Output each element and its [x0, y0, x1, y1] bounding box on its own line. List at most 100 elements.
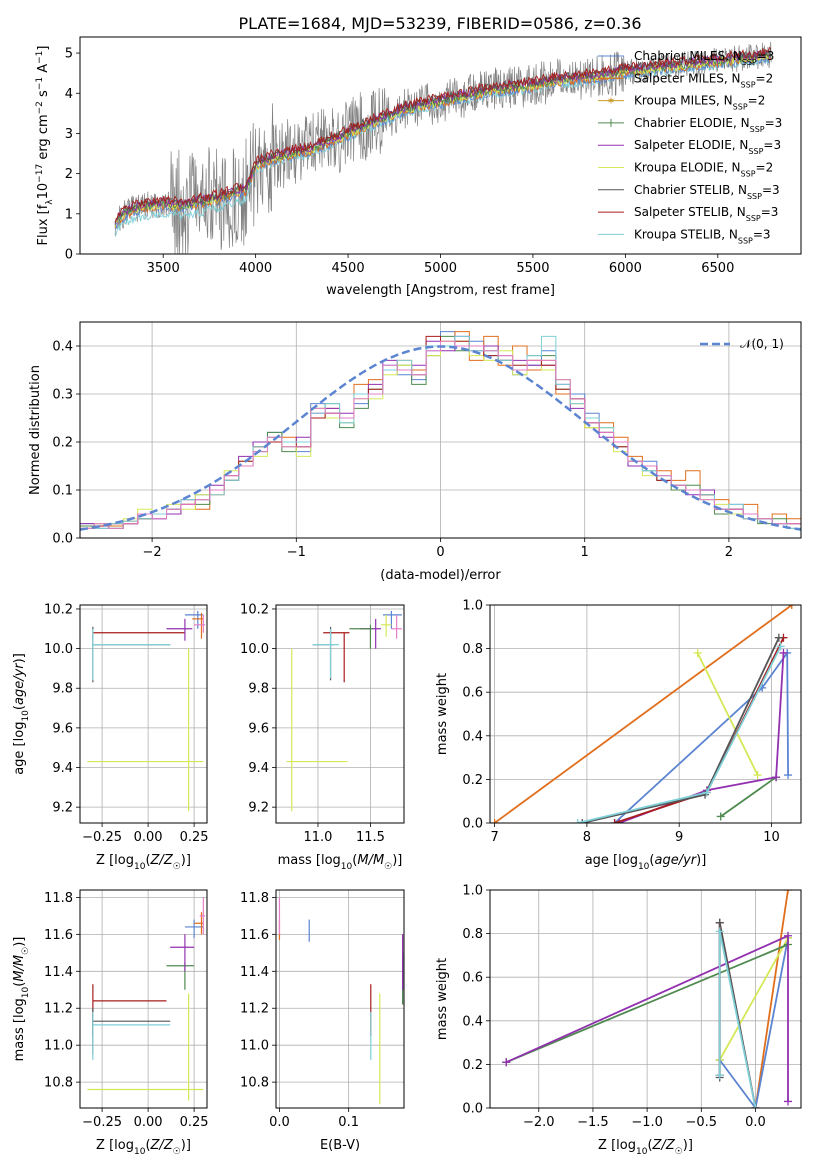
weight-marker	[615, 819, 624, 823]
y-tick-label: 10.8	[240, 1076, 269, 1091]
label-part: ☉	[21, 947, 31, 955]
x-tick-label: −0.5	[686, 1115, 718, 1130]
label-part: (	[12, 705, 27, 710]
label-part: Z	[163, 853, 174, 868]
y-tick-label: 11.2	[44, 1002, 73, 1017]
x-tick-label: 4500	[332, 261, 365, 276]
x-tick-label: −1.0	[631, 1115, 663, 1130]
label-part: Z [log	[96, 1138, 134, 1153]
y-tick-label: 0.0	[462, 817, 483, 832]
label-part: −1	[35, 51, 45, 64]
weight-marker	[715, 918, 724, 927]
plot-area	[80, 331, 801, 538]
label-part: ]	[36, 46, 51, 51]
mass-vs-ebv-panel: 0.0 0.1 10.8 11.0 11.2 11.4 11.6 11.8 E(B-V)	[240, 889, 405, 1153]
x-tick-label: 6000	[609, 261, 642, 276]
y-tick-label: 0.2	[462, 773, 483, 788]
y-tick-label: 0.3	[52, 388, 73, 403]
plot-area	[87, 610, 206, 812]
x-tick-label: 5500	[516, 261, 549, 276]
label-part: ☉	[384, 862, 392, 872]
y-tick-label: 0.2	[52, 436, 73, 451]
y-tick-label: 10.8	[44, 1076, 73, 1091]
legend-entry: Chabrier ELODIE, NSSP=3	[634, 116, 782, 133]
label-part: Flux [f	[36, 204, 51, 245]
x-tick-label: −1.5	[577, 1115, 609, 1130]
label-part: s	[36, 90, 51, 101]
x-tick-label: 5000	[424, 261, 457, 276]
label-part: age [log	[585, 853, 638, 868]
legend-entry: Salpeter MILES, NSSP=2	[634, 71, 773, 89]
weight-line-chabrier-miles	[613, 650, 789, 823]
label-part: )]	[12, 653, 27, 663]
legend-name: Salpeter ELODIE, N	[634, 138, 748, 152]
plot-area	[502, 890, 792, 1108]
legend-sub: SSP	[750, 124, 765, 133]
weight-marker	[776, 642, 785, 651]
legend-n: =3	[761, 205, 779, 219]
y-tick-label: 0	[65, 248, 73, 263]
x-tick-label: −2	[143, 545, 162, 560]
y-tick-label: 1.0	[462, 884, 483, 899]
weight-marker	[774, 633, 783, 642]
weight-marker	[751, 1104, 760, 1108]
label-part: E(B-V)	[320, 1138, 360, 1153]
y-tick-label: 9.2	[52, 801, 73, 816]
y-axis-label: Normed distribution	[28, 365, 43, 495]
x-axis-label: Z [log10(Z/Z☉)]	[96, 853, 191, 872]
label-part: /	[368, 853, 375, 868]
axes-frame	[489, 604, 802, 824]
y-tick-label: 11.2	[240, 1002, 269, 1017]
y-tick-label: 10.2	[240, 602, 269, 617]
label-part: )]	[12, 937, 27, 947]
weight-marker	[578, 819, 587, 823]
legend-sub: SSP	[748, 147, 763, 156]
label-part: )]	[683, 1138, 693, 1153]
y-tick-label: 10.0	[240, 642, 269, 657]
label-part: /	[12, 964, 27, 971]
legend-entry: Salpeter STELIB, NSSP=3	[634, 205, 778, 223]
y-tick-label: 10.2	[44, 602, 73, 617]
x-tick-label: 7	[490, 830, 498, 845]
x-tick-label: 2	[725, 545, 733, 560]
legend-n: =3	[763, 138, 781, 152]
x-tick-label: 0	[436, 545, 444, 560]
weight-marker	[702, 788, 711, 797]
y-tick-label: 11.4	[240, 965, 269, 980]
legend-n: =3	[762, 183, 780, 197]
x-tick-label: 3500	[147, 261, 180, 276]
label-part: /	[12, 675, 27, 682]
label-part: ☉	[173, 862, 181, 872]
legend-n: =2	[748, 94, 766, 108]
label-part: age [log	[12, 722, 27, 775]
label-part: 10	[134, 1147, 146, 1157]
weight-vs-metallicity-panel: −2.0 −1.5 −1.0 −0.5 0.0 0.0 0.2 0.4 0.6 0.8 1.0 Z […	[435, 884, 802, 1157]
label-part: mass [log	[278, 853, 341, 868]
x-tick-label: −1	[287, 545, 306, 560]
weight-marker	[610, 819, 619, 823]
plot-area	[87, 897, 206, 1101]
label-part: M	[12, 970, 27, 981]
x-tick-label: 0.0	[269, 1115, 290, 1130]
label-part: )]	[181, 853, 191, 868]
x-tick-label: −0.25	[82, 1115, 122, 1130]
legend-n: =3	[753, 227, 771, 241]
label-part: 10	[638, 862, 650, 872]
axes-frame	[79, 889, 208, 1109]
normal-curve	[80, 345, 801, 531]
y-axis-label: mass [log10(M/M☉)]	[12, 937, 31, 1062]
y-tick-label: 0.6	[462, 971, 483, 986]
label-part: /	[678, 853, 685, 868]
label-part: 10	[134, 862, 146, 872]
y-tick-label: 9.6	[248, 721, 269, 736]
axes-frame	[275, 889, 405, 1109]
x-tick-label: 0.0	[745, 1115, 766, 1130]
x-axis-label: Z [log10(Z/Z☉)]	[598, 1138, 693, 1157]
label-part: (	[352, 853, 357, 868]
label-part: 10	[21, 986, 31, 998]
label-part: λ	[45, 199, 55, 205]
legend-entry: Kroupa ELODIE, NSSP=2	[634, 161, 773, 179]
residuals-panel: −2 −1 0 1 2 0.0 0.1 0.2 0.3 0.4 (data-model)/error…	[28, 321, 802, 583]
legend-sub: SSP	[742, 58, 757, 67]
